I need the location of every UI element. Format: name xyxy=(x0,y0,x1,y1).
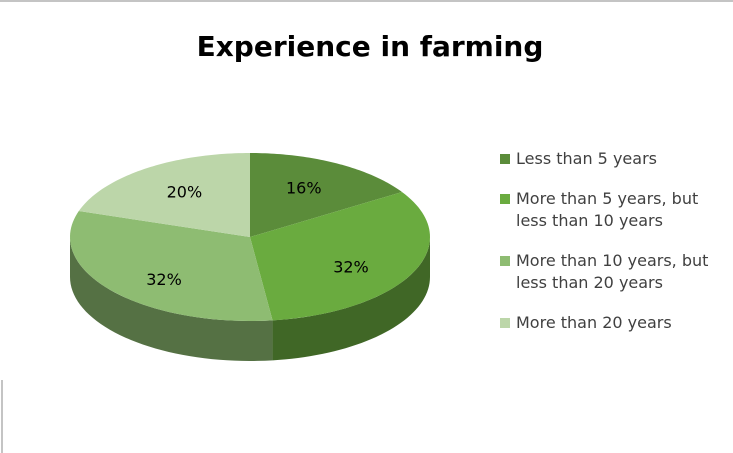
legend-item: Less than 5 years xyxy=(500,148,720,170)
data-label: 20% xyxy=(167,183,203,202)
slice-side xyxy=(272,237,430,361)
data-label: 32% xyxy=(146,270,182,289)
legend-swatch xyxy=(500,256,510,266)
legend-label: More than 10 years, but less than 20 yea… xyxy=(516,251,709,292)
slice-top xyxy=(70,211,273,321)
legend-label: Less than 5 years xyxy=(516,149,657,168)
legend-swatch xyxy=(500,194,510,204)
legend-item: More than 10 years, but less than 20 yea… xyxy=(500,250,720,294)
pie-slice xyxy=(70,211,273,361)
legend-item: More than 20 years xyxy=(500,312,720,334)
legend-label: More than 20 years xyxy=(516,313,672,332)
slice-top xyxy=(78,153,250,237)
data-label: 32% xyxy=(333,257,369,276)
legend-swatch xyxy=(500,318,510,328)
legend-label: More than 5 years, but less than 10 year… xyxy=(516,189,699,230)
pie-slice xyxy=(250,153,402,237)
pie-slice xyxy=(78,153,250,237)
slice-top xyxy=(250,153,402,237)
legend: Less than 5 years More than 5 years, but … xyxy=(500,148,720,352)
slice-top xyxy=(250,191,430,321)
data-label: 16% xyxy=(286,179,322,198)
slice-side xyxy=(70,237,273,361)
pie-slice xyxy=(250,191,430,361)
legend-swatch xyxy=(500,154,510,164)
chart-title: Experience in farming xyxy=(197,30,544,63)
legend-item: More than 5 years, but less than 10 year… xyxy=(500,188,720,232)
